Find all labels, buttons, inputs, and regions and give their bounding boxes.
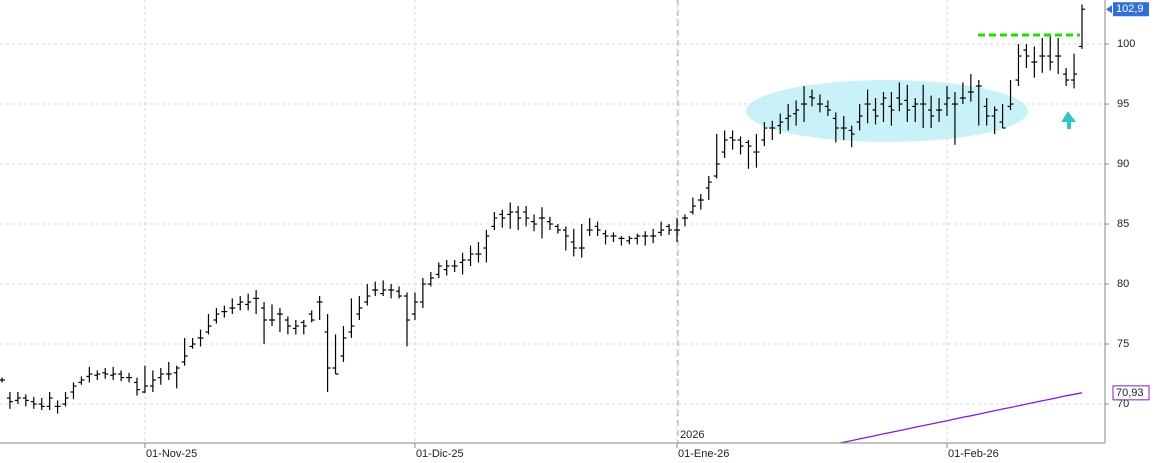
y-tick-label: 70: [1117, 398, 1129, 410]
y-tick-label: 80: [1117, 278, 1129, 290]
y-tick-label: 75: [1117, 338, 1129, 350]
x-tick-label: 01-Feb-26: [948, 448, 999, 460]
up-arrow: [1061, 111, 1076, 129]
year-label: 2026: [680, 429, 704, 441]
plot-area: [0, 0, 1105, 443]
y-tick-label: 100: [1117, 38, 1135, 50]
y-tick-label: 85: [1117, 218, 1129, 230]
last-price-pointer: [1106, 5, 1112, 14]
y-tick-label: 95: [1117, 98, 1129, 110]
x-tick-label: 01-Dic-25: [416, 448, 464, 460]
moving-average: [836, 392, 1083, 443]
ma-badge: [1112, 385, 1150, 401]
last-price-label: 102,9: [1116, 3, 1144, 15]
last-price-badge: [1113, 2, 1149, 17]
highlight-ellipse: [746, 80, 1028, 142]
x-tick-label: 01-Ene-26: [678, 448, 729, 460]
ma-label: 70,93: [1116, 387, 1144, 399]
x-tick-label: 01-Nov-25: [146, 448, 197, 460]
y-tick-label: 90: [1117, 158, 1129, 170]
